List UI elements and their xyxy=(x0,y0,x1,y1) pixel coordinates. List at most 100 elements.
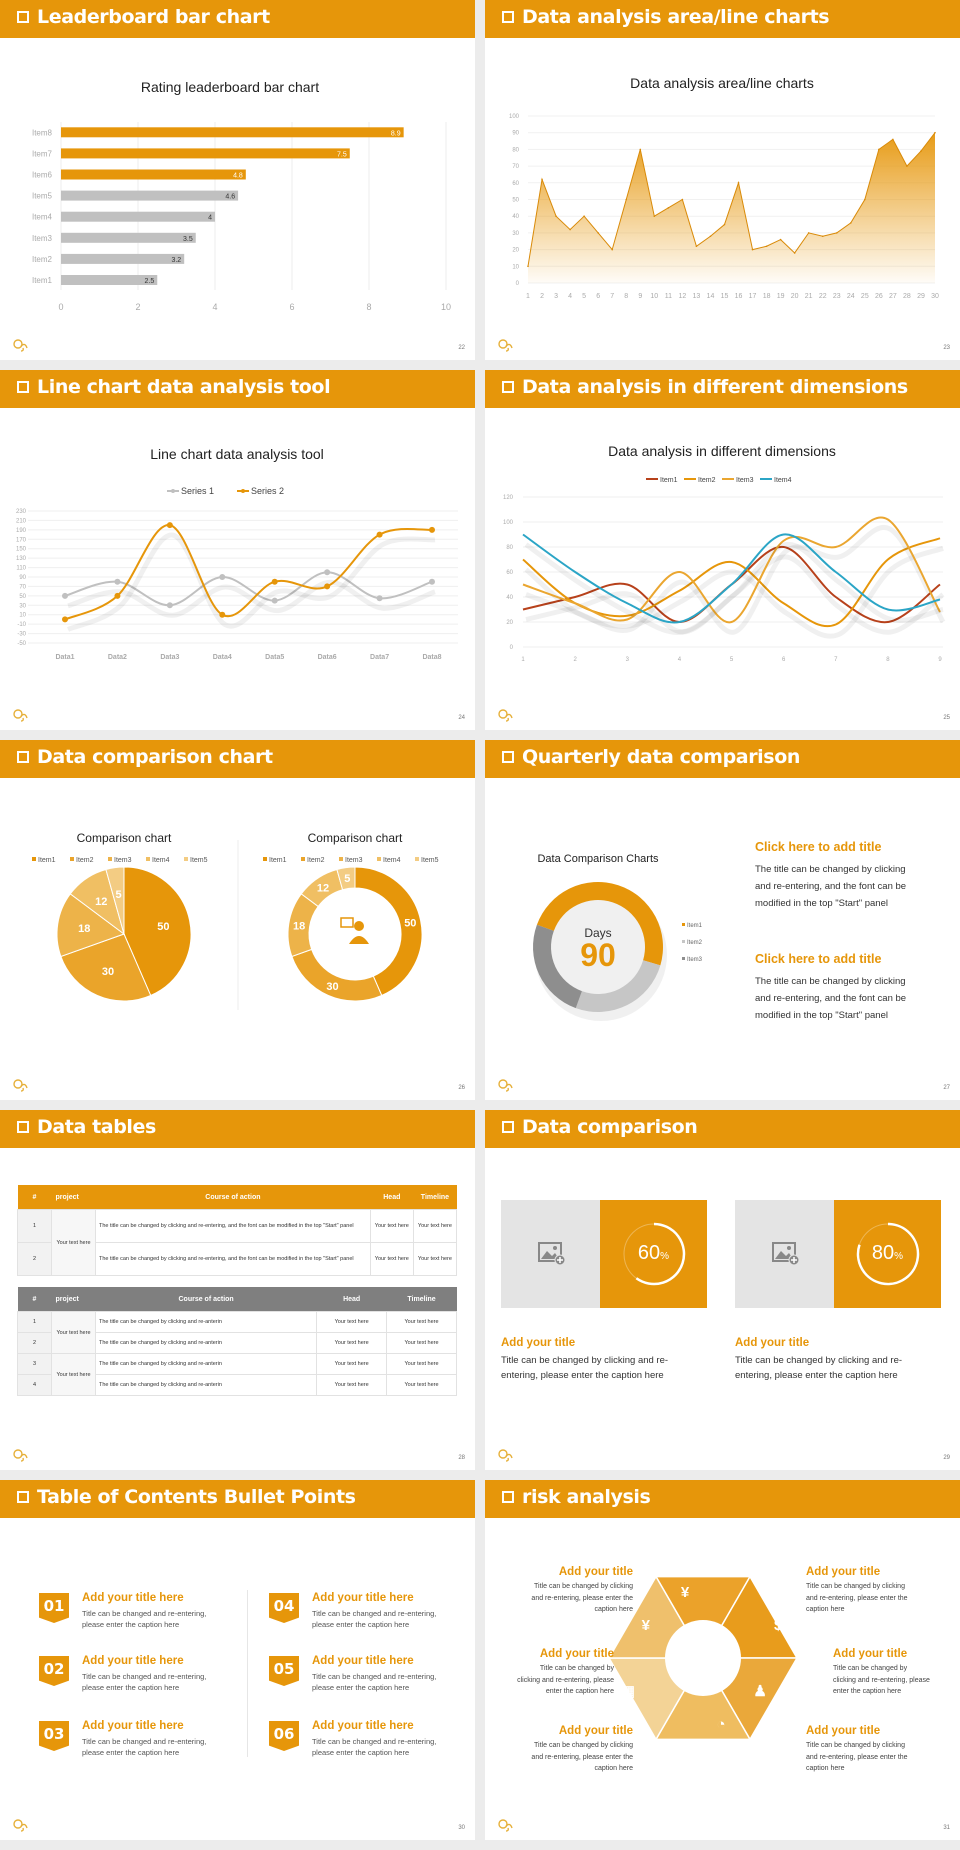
chart-title: Comparison chart xyxy=(77,831,172,845)
y-tick-label: 210 xyxy=(16,518,27,524)
image-placeholder[interactable] xyxy=(735,1200,834,1308)
y-tick-label: 100 xyxy=(503,520,514,526)
item-title: Add your title here xyxy=(82,1592,184,1604)
slide-31: ¥ $ ♟ ◔ ▦ ¥ risk analysis 31 Add your title Title… xyxy=(485,1480,960,1840)
risk-text: caption here xyxy=(806,1606,845,1613)
bar xyxy=(61,127,404,138)
data-point xyxy=(271,578,278,585)
area-line xyxy=(527,132,936,267)
percent-panel: 60% xyxy=(600,1200,707,1308)
x-tick-label: 16 xyxy=(735,293,743,300)
data-point xyxy=(219,611,226,618)
table1: # project Course of action Head Timeline 1 You… xyxy=(17,1185,458,1276)
action-cell: The title can be changed by clicking and… xyxy=(94,1332,318,1354)
x-tick-label: 1 xyxy=(521,657,525,663)
row-number: 1 xyxy=(17,1209,52,1243)
column-header: Timeline xyxy=(407,1295,436,1303)
slice-label: 18 xyxy=(78,923,90,935)
checkbox-icon xyxy=(502,1491,514,1503)
data-point xyxy=(821,235,824,238)
slide-24: Line chart data analysis tool 230 210 190 17… xyxy=(0,370,475,730)
data-point xyxy=(920,150,922,152)
item-text: please enter the caption here xyxy=(312,1683,410,1692)
data-point xyxy=(751,248,754,251)
checkbox-icon xyxy=(502,11,514,23)
y-tick-label: 120 xyxy=(503,495,514,501)
bar xyxy=(61,275,158,285)
page-number: 27 xyxy=(943,1085,950,1091)
legend-swatch xyxy=(415,857,419,861)
table-row: 4 The title can be changed by clicking an… xyxy=(17,1374,457,1396)
legend-label: Item1 xyxy=(38,857,56,864)
checkbox-icon xyxy=(17,11,29,23)
chart-canvas: Data analysis area/line charts 0 10 20 30 40 5… xyxy=(509,75,939,300)
timeline-cell: Your text here xyxy=(386,1311,457,1333)
block-text: and re-entering, and the font can be xyxy=(755,993,907,1004)
x-tick-label: 25 xyxy=(861,293,869,300)
pie-chart-icon: ◔ xyxy=(716,1716,725,1733)
slice-label: 12 xyxy=(317,882,329,894)
slide-25: Data analysis in different dimensions 0 20… xyxy=(485,370,960,730)
category-label: Item3 xyxy=(32,234,53,243)
slide-27: Data Comparison Charts Days 90 Item1 Item2 It… xyxy=(485,740,960,1100)
logo-icon xyxy=(13,1449,28,1462)
slide-title: Data analysis area/line charts xyxy=(522,6,830,28)
logo-icon xyxy=(13,1819,28,1832)
logo-icon xyxy=(498,339,513,352)
table-row: 1 Your text here The title can be changed … xyxy=(17,1311,457,1354)
y-tick-label: 50 xyxy=(512,198,519,204)
chart-title: Comparison chart xyxy=(308,831,403,845)
slide-22: Rating leaderboard bar chart 0 2 4 6 8 10 Item1… xyxy=(0,0,475,360)
x-tick-label: 15 xyxy=(721,293,729,300)
slide-header: Data comparison chart xyxy=(0,740,475,778)
number-badge: 06 xyxy=(269,1721,299,1751)
y-tick-label: 60 xyxy=(506,570,513,576)
x-tick-label: 8 xyxy=(886,657,890,663)
legend-label: Item1 xyxy=(269,857,287,864)
table-row: 3 Your text here The title can be changed … xyxy=(17,1353,457,1396)
row-number: 1 xyxy=(17,1311,52,1333)
x-tick-label: 12 xyxy=(678,293,686,300)
image-placeholder[interactable] xyxy=(501,1200,600,1308)
x-tick-label: 28 xyxy=(903,293,911,300)
yen-hand-icon: ¥ xyxy=(642,1617,651,1634)
donut-segment xyxy=(575,960,661,1012)
y-tick-label: 100 xyxy=(509,114,520,120)
x-tick-label: 10 xyxy=(441,302,451,312)
y-tick-label: 130 xyxy=(16,556,27,562)
y-tick-label: 90 xyxy=(512,131,519,137)
percent-unit: % xyxy=(660,1251,670,1262)
column-header: Course of action xyxy=(205,1193,261,1201)
x-tick-label: 6 xyxy=(289,302,294,312)
slide-header: Quarterly data comparison xyxy=(485,740,960,778)
slide-30: Table of Contents Bullet Points 30 01 Add y… xyxy=(0,1480,475,1840)
add-image-icon xyxy=(538,1242,566,1266)
data-point xyxy=(849,222,852,224)
legend-label: Item4 xyxy=(774,477,792,484)
category-label: Item2 xyxy=(32,255,53,264)
number-badge: 02 xyxy=(39,1656,69,1686)
number-badge: 01 xyxy=(39,1593,69,1623)
legend-label: Item4 xyxy=(152,857,170,864)
checkbox-icon xyxy=(17,381,29,393)
data-point xyxy=(779,238,782,241)
slide-26: Comparison chart Item1 Item2 Item3 Item4 Item… xyxy=(0,740,475,1100)
legend-label: Item1 xyxy=(660,477,678,484)
page-number: 28 xyxy=(458,1455,465,1461)
x-tick-label: 6 xyxy=(782,657,786,663)
risk-text: Title can be changed by clicking xyxy=(806,1583,905,1590)
action-cell: The title can be changed by clicking and… xyxy=(94,1311,318,1333)
category-label: Item5 xyxy=(32,192,53,201)
coins-icon: $ xyxy=(774,1617,783,1634)
logo-icon xyxy=(498,1449,513,1462)
x-tick-label: 8 xyxy=(366,302,371,312)
page-number: 22 xyxy=(458,345,465,351)
item-text: please enter the caption here xyxy=(312,1748,410,1757)
action-cell: The title can be changed by clicking and… xyxy=(95,1242,371,1276)
data-label: 4.8 xyxy=(233,173,243,180)
slice-label: 30 xyxy=(102,966,114,978)
y-tick-label: 80 xyxy=(512,147,519,153)
slide-header: Data tables xyxy=(0,1110,475,1148)
data-point xyxy=(324,569,331,576)
legend-marker xyxy=(171,489,175,493)
